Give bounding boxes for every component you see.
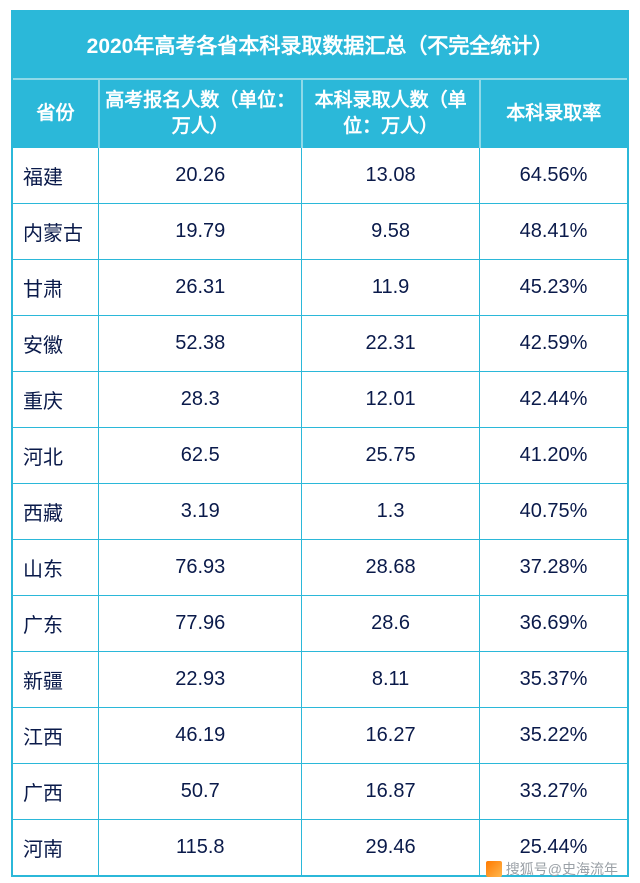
cell-admitted: 16.87 bbox=[302, 764, 480, 820]
table-row: 江西46.1916.2735.22% bbox=[13, 708, 627, 764]
cell-admitted: 22.31 bbox=[302, 316, 480, 372]
cell-admitted: 9.58 bbox=[302, 204, 480, 260]
cell-admitted: 16.27 bbox=[302, 708, 480, 764]
cell-rate: 40.75% bbox=[480, 484, 627, 540]
col-header-rate: 本科录取率 bbox=[480, 79, 627, 148]
table-row: 福建20.2613.0864.56% bbox=[13, 148, 627, 204]
col-header-admitted: 本科录取人数（单位：万人） bbox=[302, 79, 480, 148]
cell-admitted: 28.6 bbox=[302, 596, 480, 652]
cell-rate: 35.37% bbox=[480, 652, 627, 708]
cell-province: 新疆 bbox=[13, 652, 99, 708]
cell-rate: 42.44% bbox=[480, 372, 627, 428]
cell-rate: 36.69% bbox=[480, 596, 627, 652]
table-row: 广西50.716.8733.27% bbox=[13, 764, 627, 820]
watermark: 搜狐号@史海流年 bbox=[486, 859, 618, 879]
cell-applicants: 3.19 bbox=[99, 484, 302, 540]
cell-admitted: 13.08 bbox=[302, 148, 480, 204]
table-row: 山东76.9328.6837.28% bbox=[13, 540, 627, 596]
cell-admitted: 1.3 bbox=[302, 484, 480, 540]
cell-province: 内蒙古 bbox=[13, 204, 99, 260]
cell-applicants: 19.79 bbox=[99, 204, 302, 260]
table-row: 河北62.525.7541.20% bbox=[13, 428, 627, 484]
cell-applicants: 115.8 bbox=[99, 820, 302, 876]
table-row: 甘肃26.3111.945.23% bbox=[13, 260, 627, 316]
admission-table: 2020年高考各省本科录取数据汇总（不完全统计） 省份 高考报名人数（单位：万人… bbox=[13, 12, 627, 875]
cell-province: 福建 bbox=[13, 148, 99, 204]
sohu-logo-icon bbox=[486, 861, 502, 877]
cell-rate: 33.27% bbox=[480, 764, 627, 820]
cell-admitted: 8.11 bbox=[302, 652, 480, 708]
table-row: 广东77.9628.636.69% bbox=[13, 596, 627, 652]
cell-admitted: 11.9 bbox=[302, 260, 480, 316]
cell-applicants: 76.93 bbox=[99, 540, 302, 596]
cell-applicants: 46.19 bbox=[99, 708, 302, 764]
table-row: 新疆22.938.1135.37% bbox=[13, 652, 627, 708]
cell-rate: 41.20% bbox=[480, 428, 627, 484]
cell-province: 河南 bbox=[13, 820, 99, 876]
watermark-text: 搜狐号@史海流年 bbox=[506, 859, 618, 879]
cell-province: 广西 bbox=[13, 764, 99, 820]
cell-admitted: 12.01 bbox=[302, 372, 480, 428]
table-row: 重庆28.312.0142.44% bbox=[13, 372, 627, 428]
table-row: 内蒙古19.799.5848.41% bbox=[13, 204, 627, 260]
cell-province: 安徽 bbox=[13, 316, 99, 372]
cell-applicants: 22.93 bbox=[99, 652, 302, 708]
cell-rate: 64.56% bbox=[480, 148, 627, 204]
cell-admitted: 28.68 bbox=[302, 540, 480, 596]
cell-rate: 42.59% bbox=[480, 316, 627, 372]
cell-applicants: 52.38 bbox=[99, 316, 302, 372]
table-row: 西藏3.191.340.75% bbox=[13, 484, 627, 540]
cell-admitted: 29.46 bbox=[302, 820, 480, 876]
cell-applicants: 20.26 bbox=[99, 148, 302, 204]
cell-province: 江西 bbox=[13, 708, 99, 764]
cell-applicants: 26.31 bbox=[99, 260, 302, 316]
cell-province: 重庆 bbox=[13, 372, 99, 428]
cell-province: 西藏 bbox=[13, 484, 99, 540]
col-header-applicants: 高考报名人数（单位：万人） bbox=[99, 79, 302, 148]
admission-table-container: 2020年高考各省本科录取数据汇总（不完全统计） 省份 高考报名人数（单位：万人… bbox=[11, 10, 629, 877]
cell-province: 河北 bbox=[13, 428, 99, 484]
cell-province: 甘肃 bbox=[13, 260, 99, 316]
cell-rate: 45.23% bbox=[480, 260, 627, 316]
cell-rate: 37.28% bbox=[480, 540, 627, 596]
cell-rate: 35.22% bbox=[480, 708, 627, 764]
cell-province: 山东 bbox=[13, 540, 99, 596]
cell-applicants: 62.5 bbox=[99, 428, 302, 484]
table-row: 安徽52.3822.3142.59% bbox=[13, 316, 627, 372]
cell-applicants: 50.7 bbox=[99, 764, 302, 820]
cell-province: 广东 bbox=[13, 596, 99, 652]
table-title: 2020年高考各省本科录取数据汇总（不完全统计） bbox=[13, 12, 627, 79]
cell-applicants: 28.3 bbox=[99, 372, 302, 428]
col-header-province: 省份 bbox=[13, 79, 99, 148]
table-body: 福建20.2613.0864.56%内蒙古19.799.5848.41%甘肃26… bbox=[13, 148, 627, 876]
cell-rate: 48.41% bbox=[480, 204, 627, 260]
cell-applicants: 77.96 bbox=[99, 596, 302, 652]
cell-admitted: 25.75 bbox=[302, 428, 480, 484]
